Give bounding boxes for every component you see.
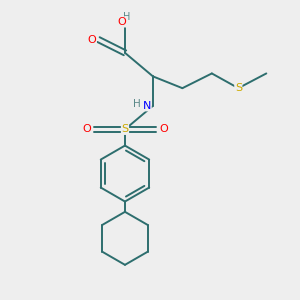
- Text: H: H: [133, 99, 141, 110]
- Text: N: N: [143, 101, 151, 111]
- Text: O: O: [159, 124, 168, 134]
- Text: O: O: [82, 124, 91, 134]
- Text: O: O: [118, 17, 126, 27]
- Text: S: S: [235, 83, 242, 93]
- Text: S: S: [122, 124, 128, 134]
- Text: H: H: [123, 12, 130, 22]
- Text: O: O: [88, 34, 96, 45]
